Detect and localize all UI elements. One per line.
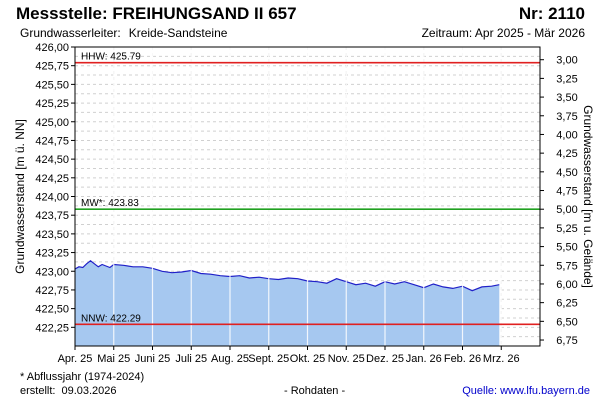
y2-tick-label: 4,00 — [556, 129, 577, 141]
station-title: Messstelle: FREIHUNGSAND II 657 — [16, 4, 297, 23]
y-tick-label: 424,75 — [35, 135, 69, 147]
y-tick-label: 425,25 — [35, 98, 69, 110]
y-axis-right: 3,00 3,25 3,50 3,75 4,00 4,25 4,50 4,75 5,00 5,25… — [540, 55, 578, 347]
x-axis: Apr. 25 Mai 25 Juni 25 Juli 25 Aug. 25 Sept. … — [58, 346, 520, 365]
y-tick-label: 424,50 — [35, 154, 69, 166]
y2-tick-label: 3,75 — [556, 111, 577, 123]
y-tick-label: 426,00 — [35, 42, 69, 54]
x-tick-label: Aug. 25 — [211, 353, 249, 365]
y-tick-label: 423,00 — [35, 266, 69, 278]
y2-tick-label: 6,25 — [556, 298, 577, 310]
x-tick-label: Juli 25 — [175, 353, 207, 365]
reference-label: NNW: 422.29 — [81, 313, 141, 324]
aquifer-info: Grundwasserleiter: Kreide-Sandsteine — [20, 26, 227, 40]
y2-tick-label: 5,25 — [556, 223, 577, 235]
period-label: Zeitraum: Apr 2025 - Mär 2026 — [421, 26, 585, 40]
y-tick-label: 423,25 — [35, 248, 69, 260]
reference-label: MW*: 423.83 — [81, 198, 139, 209]
y-tick-label: 424,00 — [35, 192, 69, 204]
x-tick-label: Nov. 25 — [328, 353, 365, 365]
y2-tick-label: 5,75 — [556, 260, 577, 272]
created-info: erstellt: 09.03.2026 — [20, 385, 117, 397]
x-tick-label: Mrz. 26 — [483, 353, 520, 365]
source-link[interactable]: Quelle: www.lfu.bayern.de — [462, 385, 590, 397]
y2-tick-label: 3,25 — [556, 73, 577, 85]
y2-tick-label: 4,75 — [556, 186, 577, 198]
y-tick-label: 422,75 — [35, 285, 69, 297]
y2-tick-label: 3,50 — [556, 92, 577, 104]
y-tick-label: 423,75 — [35, 210, 69, 222]
y2-axis-label: Grundwasserstand [m u. Gelände] — [581, 105, 595, 288]
y2-tick-label: 6,00 — [556, 279, 577, 291]
y2-tick-label: 5,00 — [556, 204, 577, 216]
x-tick-label: Mai 25 — [97, 353, 130, 365]
series-fill — [75, 260, 500, 346]
y-tick-label: 422,50 — [35, 304, 69, 316]
series-line — [74, 260, 500, 292]
aquifer-label: Grundwasserleiter: — [20, 26, 121, 40]
x-tick-label: Juni 25 — [135, 353, 170, 365]
x-tick-label: Dez. 25 — [366, 353, 404, 365]
reference-lines: HHW: 425.79 MW*: 423.83 NNW: 422.29 — [75, 52, 540, 326]
x-tick-label: Feb. 26 — [444, 353, 481, 365]
y-axis-left: 422,25 422,50 422,75 423,00 423,25 423,50 423,… — [35, 42, 75, 334]
y2-tick-label: 4,50 — [556, 167, 577, 179]
y-tick-label: 422,25 — [35, 322, 69, 334]
series-area — [74, 260, 500, 346]
y-axis-label: Grundwasserstand [m ü. NN] — [13, 119, 27, 274]
y-tick-label: 425,00 — [35, 117, 69, 129]
aquifer-value: Kreide-Sandsteine — [128, 26, 228, 40]
station-number: Nr: 2110 — [518, 4, 585, 23]
x-tick-label: Jan. 26 — [406, 353, 442, 365]
raw-data-label: - Rohdaten - — [284, 385, 346, 397]
y-tick-label: 424,25 — [35, 173, 69, 185]
month-lines — [113, 47, 502, 346]
reference-label: HHW: 425.79 — [81, 52, 141, 63]
created-label: erstellt: — [20, 385, 56, 397]
x-tick-label: Okt. 25 — [290, 353, 325, 365]
y2-tick-label: 6,50 — [556, 316, 577, 328]
y-tick-label: 425,75 — [35, 61, 69, 73]
y2-tick-label: 5,50 — [556, 242, 577, 254]
y2-tick-label: 4,25 — [556, 148, 577, 160]
y2-tick-label: 6,75 — [556, 335, 577, 347]
y-tick-label: 425,50 — [35, 79, 69, 91]
x-tick-label: Apr. 25 — [58, 353, 93, 365]
footnote: * Abflussjahr (1974-2024) — [20, 371, 145, 383]
y-tick-label: 423,50 — [35, 229, 69, 241]
x-tick-label: Sept. 25 — [248, 353, 289, 365]
y2-tick-label: 3,00 — [556, 55, 577, 67]
created-date: 09.03.2026 — [61, 385, 117, 397]
